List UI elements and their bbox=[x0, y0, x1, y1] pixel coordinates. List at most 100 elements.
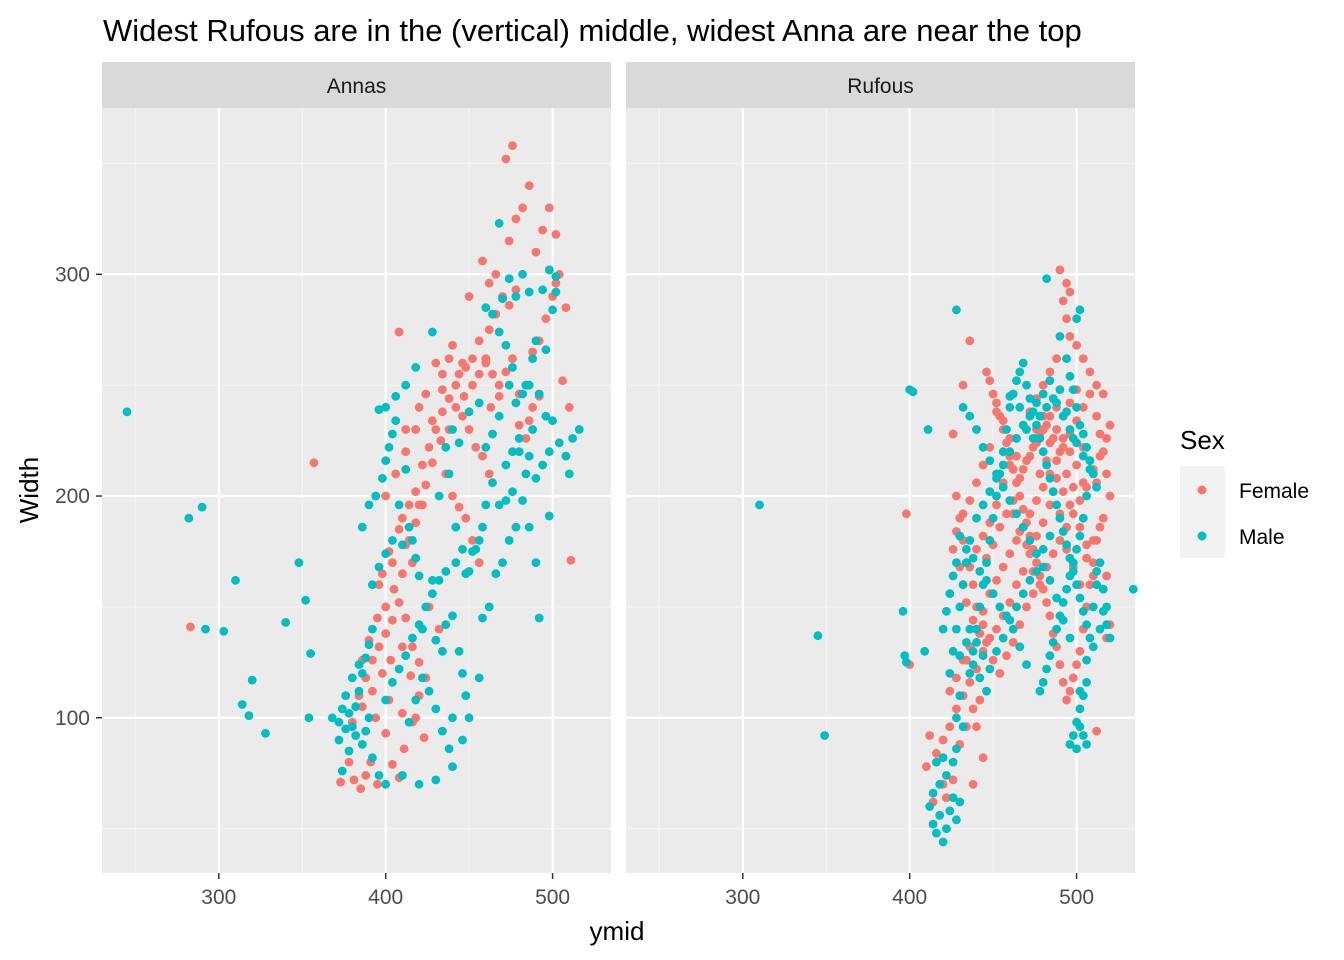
data-point bbox=[955, 797, 965, 807]
data-point bbox=[357, 669, 367, 678]
legend: Sex Female Male bbox=[1180, 425, 1309, 558]
data-point bbox=[958, 509, 968, 519]
data-point bbox=[494, 380, 504, 390]
data-point bbox=[945, 722, 955, 732]
data-point bbox=[424, 686, 434, 696]
data-point bbox=[968, 615, 978, 625]
data-point bbox=[978, 531, 988, 541]
data-point bbox=[1005, 598, 1015, 607]
data-point bbox=[504, 536, 514, 545]
data-point bbox=[965, 336, 975, 346]
data-point bbox=[561, 303, 571, 312]
data-point bbox=[451, 558, 461, 567]
data-point bbox=[985, 456, 995, 465]
data-point bbox=[952, 815, 961, 825]
data-point bbox=[1038, 544, 1048, 554]
data-point bbox=[1075, 646, 1085, 656]
data-point bbox=[1092, 380, 1101, 390]
data-point bbox=[968, 580, 978, 590]
data-point bbox=[1105, 420, 1115, 430]
data-point bbox=[1058, 677, 1068, 687]
data-point bbox=[474, 536, 484, 545]
data-point bbox=[566, 555, 576, 565]
data-point bbox=[992, 407, 1001, 417]
data-point bbox=[401, 447, 411, 457]
data-point bbox=[975, 695, 985, 705]
data-point bbox=[122, 407, 132, 417]
data-point bbox=[431, 635, 441, 645]
data-point bbox=[1052, 456, 1061, 465]
data-point bbox=[508, 363, 517, 372]
data-point bbox=[444, 394, 454, 403]
data-point bbox=[494, 327, 504, 337]
data-point bbox=[431, 425, 441, 434]
y-tick-label: 300 bbox=[55, 263, 90, 286]
data-point bbox=[1078, 451, 1088, 461]
data-point bbox=[538, 285, 547, 295]
data-point bbox=[374, 562, 384, 572]
data-point bbox=[1098, 513, 1108, 523]
data-point bbox=[1002, 425, 1011, 434]
data-point bbox=[1072, 402, 1081, 412]
data-point bbox=[962, 655, 971, 665]
data-point bbox=[444, 744, 454, 754]
strip-background bbox=[102, 62, 611, 108]
data-point bbox=[391, 391, 401, 401]
data-point bbox=[1008, 624, 1018, 634]
data-point bbox=[1032, 558, 1041, 567]
data-point bbox=[988, 655, 998, 665]
data-point bbox=[978, 500, 988, 510]
data-point bbox=[554, 438, 564, 448]
data-point bbox=[932, 828, 941, 838]
data-point bbox=[197, 502, 207, 512]
data-point bbox=[1042, 402, 1051, 412]
data-point bbox=[434, 575, 444, 585]
data-point bbox=[544, 511, 554, 521]
data-point bbox=[361, 653, 371, 663]
data-point bbox=[1058, 598, 1068, 607]
data-point bbox=[1015, 367, 1025, 377]
panel-background bbox=[102, 108, 611, 873]
data-point bbox=[1088, 558, 1098, 567]
data-point bbox=[988, 389, 998, 399]
data-point bbox=[538, 460, 547, 470]
data-point bbox=[378, 669, 387, 678]
x-tick-label: 500 bbox=[1059, 886, 1094, 909]
data-point bbox=[932, 757, 941, 767]
data-point bbox=[381, 629, 391, 638]
data-point bbox=[1042, 598, 1051, 607]
data-point bbox=[955, 602, 965, 612]
data-point bbox=[1075, 522, 1085, 532]
data-point bbox=[985, 376, 995, 386]
data-point bbox=[481, 354, 491, 363]
series-female bbox=[186, 141, 576, 794]
data-point bbox=[948, 757, 958, 767]
data-point bbox=[1062, 314, 1071, 324]
data-point bbox=[1018, 358, 1028, 368]
legend-key-background bbox=[1180, 466, 1225, 558]
data-point bbox=[1012, 376, 1021, 386]
data-point bbox=[820, 731, 829, 740]
data-point bbox=[518, 389, 527, 399]
data-point bbox=[508, 354, 517, 363]
data-point bbox=[518, 496, 527, 505]
data-point bbox=[992, 624, 1001, 634]
data-point bbox=[982, 367, 991, 377]
data-point bbox=[1068, 482, 1078, 492]
data-point bbox=[978, 753, 988, 763]
data-point bbox=[306, 649, 315, 658]
data-point bbox=[1002, 651, 1011, 661]
series-male bbox=[755, 274, 1138, 847]
data-point bbox=[468, 380, 477, 390]
data-point bbox=[414, 500, 424, 510]
data-point bbox=[995, 602, 1005, 612]
data-point bbox=[424, 442, 434, 452]
data-point bbox=[1038, 447, 1048, 457]
data-point bbox=[813, 631, 823, 641]
data-point bbox=[1042, 420, 1051, 430]
data-point bbox=[394, 524, 404, 534]
data-point bbox=[1078, 429, 1088, 439]
data-point bbox=[528, 354, 537, 363]
data-point bbox=[404, 522, 414, 532]
data-point bbox=[408, 536, 417, 545]
